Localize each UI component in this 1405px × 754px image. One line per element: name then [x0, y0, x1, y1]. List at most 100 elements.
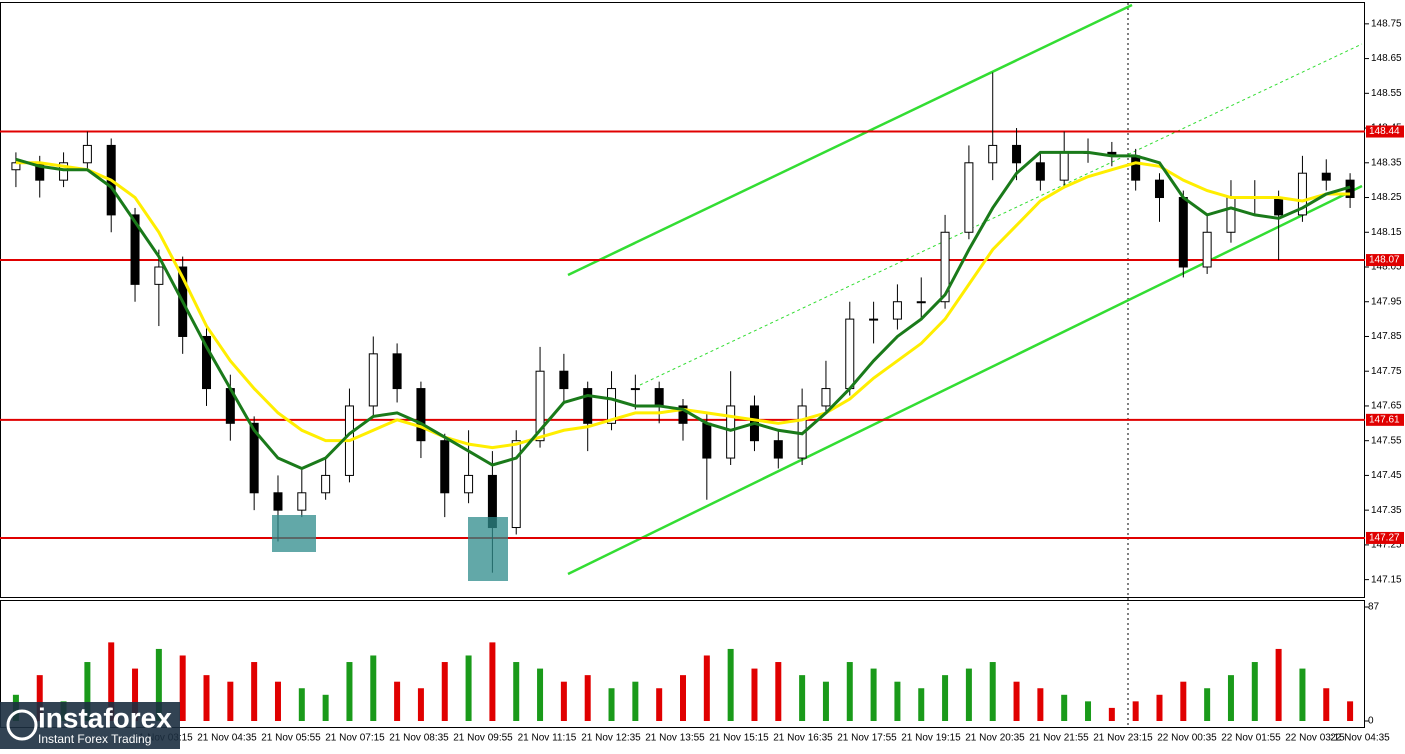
level-label: 147.61	[1369, 414, 1400, 425]
highlight-box	[272, 515, 316, 552]
level-tag	[1366, 254, 1404, 267]
volume-bar	[441, 662, 448, 721]
candle-body	[1131, 155, 1141, 181]
level-label: 147.27	[1369, 533, 1400, 544]
volume-bar	[489, 642, 496, 721]
candle-body	[583, 388, 593, 424]
volume-bar	[584, 675, 591, 721]
candle-body	[869, 318, 879, 321]
candle-body	[1178, 197, 1188, 268]
volume-bar	[989, 662, 996, 721]
volume-bar	[1251, 662, 1258, 721]
level-label: 148.07	[1369, 255, 1400, 266]
x-tick-label: 21 Nov 15:15	[709, 733, 769, 744]
plot: 148.75148.65148.55148.45148.35148.25148.…	[0, 18, 1404, 744]
y-tick-label: 147.25	[1371, 540, 1402, 551]
volume-bar	[298, 688, 305, 721]
volume-frame	[0, 600, 1365, 728]
candle-body	[630, 388, 640, 391]
candle-body	[416, 388, 426, 442]
y-tick-label: 147.75	[1371, 366, 1402, 377]
x-tick-label: 21 Nov 11:15	[518, 733, 577, 744]
candle-body	[964, 162, 974, 233]
y-tick-label: 147.35	[1371, 505, 1402, 516]
x-tick-label: 21 Nov 20:35	[965, 733, 1025, 744]
volume-bar	[1275, 648, 1282, 721]
y-tick-label: 148.75	[1371, 18, 1402, 29]
volume-bar	[417, 688, 424, 721]
volume-bar	[108, 642, 115, 721]
y-tick-label: 147.65	[1371, 401, 1402, 412]
x-tick-label: 22 Nov 01:55	[1221, 733, 1281, 744]
volume-bar	[560, 681, 567, 721]
volume-bar	[346, 662, 353, 721]
candle-body	[535, 370, 545, 442]
candle-body	[654, 388, 664, 407]
candle-body	[678, 405, 688, 424]
channel-lower	[567, 184, 1363, 576]
candle-body	[1035, 162, 1045, 181]
y-tick-label: 147.85	[1371, 331, 1402, 342]
level-tag	[1366, 531, 1404, 544]
volume-bar	[822, 681, 829, 721]
candle-body	[1202, 231, 1212, 268]
x-tick-label: 21 Nov 21:55	[1029, 733, 1089, 744]
volume-bar	[1204, 688, 1211, 721]
candle-body	[511, 440, 521, 529]
volume-bar	[1299, 668, 1306, 721]
y-tick-label: 148.35	[1371, 157, 1402, 168]
volume-bar	[799, 675, 806, 721]
candle-body	[1059, 151, 1069, 181]
x-tick-label: 21 Nov 12:35	[581, 733, 641, 744]
level-label: 148.44	[1369, 126, 1400, 137]
volume-bar	[727, 648, 734, 721]
candle-body	[559, 370, 569, 390]
volume-bar	[227, 681, 234, 721]
volume-bar	[1323, 688, 1330, 721]
volume-bar	[942, 675, 949, 721]
candle-body	[821, 388, 831, 407]
candle-body	[1012, 144, 1022, 164]
candle-body	[845, 318, 855, 390]
highlight-box	[468, 517, 508, 581]
volume-bar	[1061, 694, 1068, 721]
x-tick-label: 21 Nov 09:55	[453, 733, 513, 744]
volume-bar	[846, 662, 853, 721]
channel-upper	[567, 3, 1133, 277]
candle-body	[464, 474, 474, 494]
candle-body	[773, 440, 783, 459]
candle-body	[988, 144, 998, 164]
candle-body	[440, 440, 450, 494]
level-tag	[1366, 125, 1404, 138]
volume-bar	[870, 668, 877, 721]
y-tick-label: 147.55	[1371, 435, 1402, 446]
volume-bar	[1085, 701, 1092, 721]
volume-bar	[203, 675, 210, 721]
volume-bar	[1013, 681, 1020, 721]
x-tick-label: 21 Nov 19:15	[901, 733, 961, 744]
candle-body	[297, 492, 307, 511]
level-tag	[1366, 413, 1404, 426]
candle-body	[59, 162, 69, 181]
y-tick-label: 148.65	[1371, 53, 1402, 64]
volume-bar	[394, 681, 401, 721]
volume-bar	[36, 675, 43, 721]
volume-bar	[656, 688, 663, 721]
volume-bar	[132, 668, 139, 721]
candle-body	[202, 335, 212, 390]
volume-tick-label: 0	[1368, 716, 1374, 727]
volume-bar	[465, 655, 472, 721]
candle-body	[607, 388, 617, 424]
y-tick-label: 147.45	[1371, 470, 1402, 481]
candle-body	[368, 353, 378, 407]
candle-body	[726, 405, 736, 459]
volume-bar	[251, 662, 258, 721]
channel-mid	[639, 43, 1363, 386]
candle-body	[273, 492, 283, 511]
volume-bar	[1132, 701, 1139, 721]
y-tick-label: 148.55	[1371, 88, 1402, 99]
y-tick-label: 148.15	[1371, 227, 1402, 238]
volume-bar	[274, 681, 281, 721]
